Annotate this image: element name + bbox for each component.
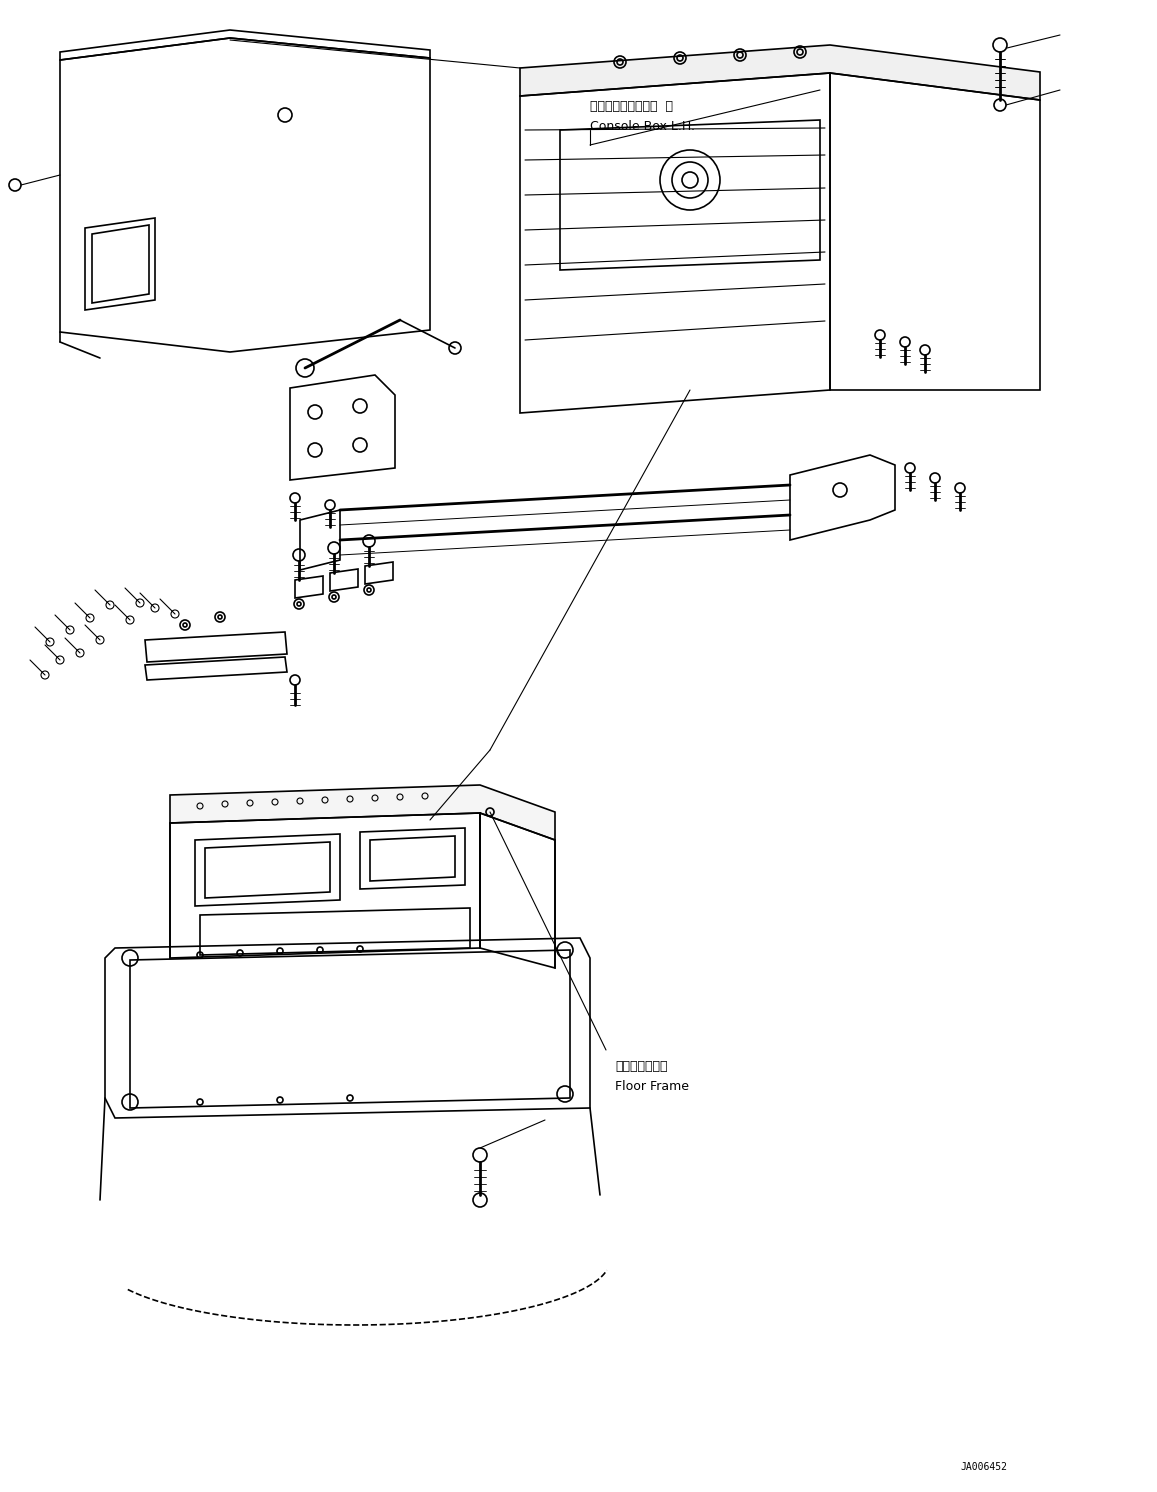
Text: Floor Frame: Floor Frame [616, 1080, 690, 1094]
Text: コンソールボックス  左: コンソールボックス 左 [590, 100, 673, 113]
Polygon shape [170, 785, 555, 840]
Text: フロアフレーム: フロアフレーム [616, 1059, 668, 1073]
Polygon shape [519, 45, 1040, 100]
Text: Console Box L.H.: Console Box L.H. [590, 119, 695, 133]
Text: JA006452: JA006452 [960, 1462, 1007, 1473]
